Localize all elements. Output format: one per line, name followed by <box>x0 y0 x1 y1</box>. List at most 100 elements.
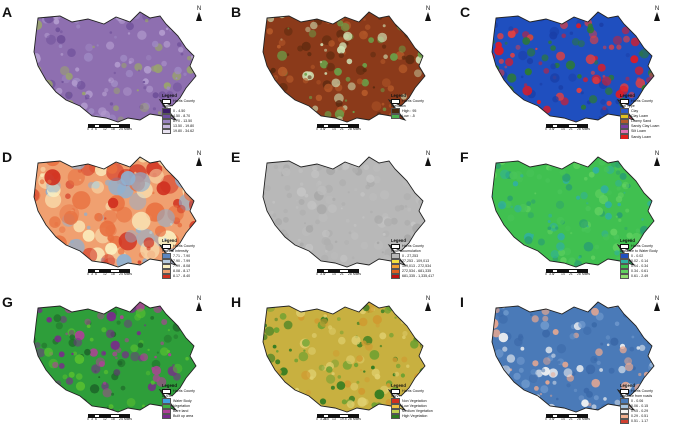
panel-label: H <box>231 294 242 310</box>
legend-county-row: Harris County <box>620 388 653 394</box>
legend-county-row: Harris County <box>620 98 659 104</box>
legend-item: 7.90 - 7.99 <box>162 258 195 264</box>
legend-swatch <box>620 118 629 124</box>
legend-county-row: Harris County <box>162 388 195 394</box>
legend-item: 0 - 4.50 <box>162 108 195 114</box>
legend-title: Rainfall Intensity <box>162 248 189 253</box>
legend-title: NDVI <box>391 393 400 398</box>
legend-item: 0.61 - 2.49 <box>620 274 658 280</box>
county-outline <box>33 11 197 123</box>
legend-swatch <box>620 258 629 264</box>
legend-swatch <box>620 413 629 420</box>
panel-label: A <box>2 4 13 20</box>
map-panel-f: F N Legend Harris County Distance to Water B… <box>458 145 681 284</box>
county-map <box>491 156 655 268</box>
legend-item: High : 95 <box>391 108 424 114</box>
legend-item: 13.50 - 19.80 <box>162 123 195 130</box>
legend-heading: Legend <box>620 238 635 243</box>
legend-item: 0 - 0.02 <box>620 253 658 259</box>
map-panel-c: C N Legend Harris County Soil Type Clay Clay L… <box>458 0 681 139</box>
legend-item: 0.51 - 1.17 <box>620 419 653 425</box>
map-legend: Legend Harris County Rainfall Intensity 7.7… <box>162 238 195 280</box>
county-outline <box>262 156 426 268</box>
north-arrow-icon: N <box>654 6 660 21</box>
legend-county-row: Harris County <box>162 243 195 249</box>
panel-label: I <box>460 294 464 310</box>
legend-heading: Legend <box>162 93 177 98</box>
legend-title: Slope <box>162 103 172 108</box>
legend-item: Medium Vegetation <box>391 408 433 414</box>
legend-title: Flow accumulation <box>391 248 421 253</box>
legend-swatch <box>162 108 171 114</box>
legend-item: 7.99 - 8.08 <box>162 263 195 269</box>
legend-swatch <box>162 408 171 414</box>
legend-item: Silt Loam <box>620 129 659 135</box>
north-arrow-icon: N <box>196 151 202 166</box>
legend-item: 0.06 - 0.15 <box>620 403 653 409</box>
panel-label: E <box>231 149 241 165</box>
panel-label: D <box>2 149 13 165</box>
map-legend: Legend Harris County Distance to Water Bod… <box>620 238 658 280</box>
legend-swatch <box>391 258 400 264</box>
legend-item: Built up area <box>162 413 195 420</box>
map-legend: Legend Harris County Soil Type Clay Clay Loa… <box>620 93 659 139</box>
map-legend: Legend Harris County NDVI Non Vegetation Low… <box>391 383 433 420</box>
legend-item: Clay <box>620 108 659 114</box>
legend-swatch <box>391 274 400 280</box>
legend-swatch <box>162 118 171 124</box>
legend-item: Low : -5 <box>391 113 424 119</box>
legend-heading: Legend <box>162 238 177 243</box>
legend-swatch <box>162 274 171 280</box>
legend-item: 27,253 - 109,013 <box>391 258 434 264</box>
legend-swatch <box>391 408 400 414</box>
county-map <box>33 156 197 268</box>
legend-heading: Legend <box>391 238 406 243</box>
legend-title: LULC <box>162 393 172 398</box>
legend-swatch <box>391 108 400 114</box>
panel-label: C <box>460 4 471 20</box>
legend-swatch <box>620 134 629 139</box>
map-panel-e: E N Legend Harris County Flow accumulation 0 … <box>229 145 452 284</box>
legend-item: Vegetation <box>162 403 195 409</box>
legend-item: 4.50 - 8.70 <box>162 113 195 119</box>
legend-county-row: Harris County <box>391 243 434 249</box>
map-panel-b: B N Legend Harris County Elevation High : 95 L… <box>229 0 452 139</box>
county-map <box>262 11 426 123</box>
legend-swatch <box>162 268 171 275</box>
legend-item: Clay Loam <box>620 113 659 119</box>
legend-item: Bare land <box>162 408 195 414</box>
legend-swatch <box>391 268 400 275</box>
map-panel-g: G N Legend Harris County LULC Water Body Veget… <box>0 290 223 429</box>
legend-swatch <box>162 113 171 119</box>
map-panel-h: H N Legend Harris County NDVI Non Vegetation L… <box>229 290 452 429</box>
legend-heading: Legend <box>391 93 406 98</box>
north-arrow-icon: N <box>196 296 202 311</box>
map-legend: Legend Harris County LULC Water Body Vegetat… <box>162 383 195 420</box>
legend-swatch <box>162 413 171 420</box>
map-legend: Legend Harris County Elevation High : 95 Low… <box>391 93 424 119</box>
legend-swatch <box>620 268 629 275</box>
legend-swatch <box>620 129 629 135</box>
county-outline <box>262 11 426 123</box>
legend-title: Soil Type <box>620 103 635 108</box>
legend-heading: Legend <box>620 93 635 98</box>
county-outline <box>33 156 197 268</box>
county-map <box>491 301 655 413</box>
legend-swatch <box>391 113 400 119</box>
county-outline <box>33 301 197 413</box>
legend-item: Sandy Clay Loam <box>620 123 659 130</box>
legend-item: 8.70 - 13.50 <box>162 118 195 124</box>
legend-swatch <box>620 403 629 409</box>
legend-swatch <box>162 123 171 130</box>
legend-swatch <box>620 398 629 404</box>
legend-item: Water Body <box>162 398 195 404</box>
legend-title: Distance to Water Body <box>620 248 658 253</box>
legend-swatch <box>162 258 171 264</box>
legend-item: 8.08 - 8.17 <box>162 268 195 275</box>
county-map <box>33 301 197 413</box>
legend-item: 0 - 0.06 <box>620 398 653 404</box>
legend-swatch <box>162 398 171 404</box>
legend-swatch <box>391 398 400 404</box>
legend-item: 0.15 - 0.29 <box>620 408 653 414</box>
legend-heading: Legend <box>391 383 406 388</box>
